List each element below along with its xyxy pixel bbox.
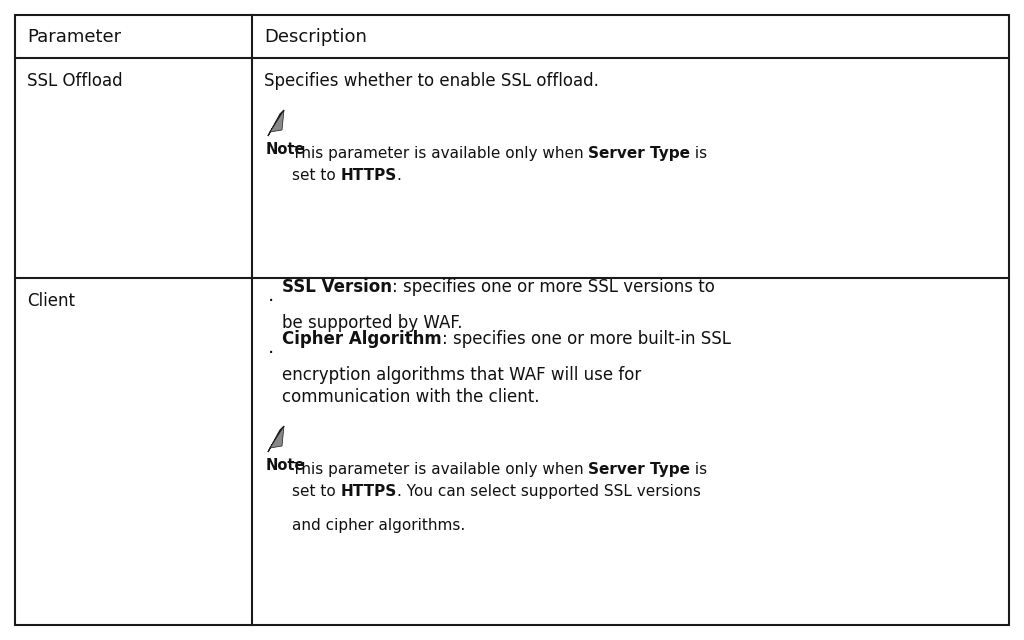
Polygon shape — [270, 110, 284, 132]
Text: HTTPS: HTTPS — [341, 484, 397, 499]
Polygon shape — [270, 426, 284, 448]
Text: encryption algorithms that WAF will use for: encryption algorithms that WAF will use … — [282, 366, 641, 384]
Text: This parameter is available only when: This parameter is available only when — [292, 462, 589, 477]
Text: Description: Description — [264, 28, 367, 45]
Text: .: . — [397, 168, 401, 183]
Text: ·: · — [268, 344, 274, 363]
Text: Specifies whether to enable SSL offload.: Specifies whether to enable SSL offload. — [264, 72, 599, 90]
Text: Cipher Algorithm: Cipher Algorithm — [282, 330, 441, 348]
Text: ·: · — [268, 292, 274, 311]
Text: be supported by WAF.: be supported by WAF. — [282, 314, 463, 332]
Text: communication with the client.: communication with the client. — [282, 388, 540, 406]
Text: is: is — [690, 462, 708, 477]
Text: SSL Offload: SSL Offload — [27, 72, 123, 90]
Text: : specifies one or more SSL versions to: : specifies one or more SSL versions to — [392, 278, 715, 296]
Text: HTTPS: HTTPS — [341, 168, 397, 183]
Text: . You can select supported SSL versions: . You can select supported SSL versions — [397, 484, 700, 499]
Text: set to: set to — [292, 484, 341, 499]
Text: Server Type: Server Type — [589, 462, 690, 477]
Text: This parameter is available only when: This parameter is available only when — [292, 146, 589, 161]
Text: and cipher algorithms.: and cipher algorithms. — [292, 518, 465, 533]
Polygon shape — [268, 426, 284, 452]
Text: is: is — [690, 146, 708, 161]
Text: Server Type: Server Type — [589, 146, 690, 161]
Polygon shape — [268, 110, 284, 136]
Text: Note: Note — [266, 458, 305, 473]
Text: Note: Note — [266, 142, 305, 157]
Text: : specifies one or more built-in SSL: : specifies one or more built-in SSL — [441, 330, 731, 348]
Text: Client: Client — [27, 292, 75, 310]
Text: set to: set to — [292, 168, 341, 183]
Text: SSL Version: SSL Version — [282, 278, 392, 296]
Text: Parameter: Parameter — [27, 28, 121, 45]
